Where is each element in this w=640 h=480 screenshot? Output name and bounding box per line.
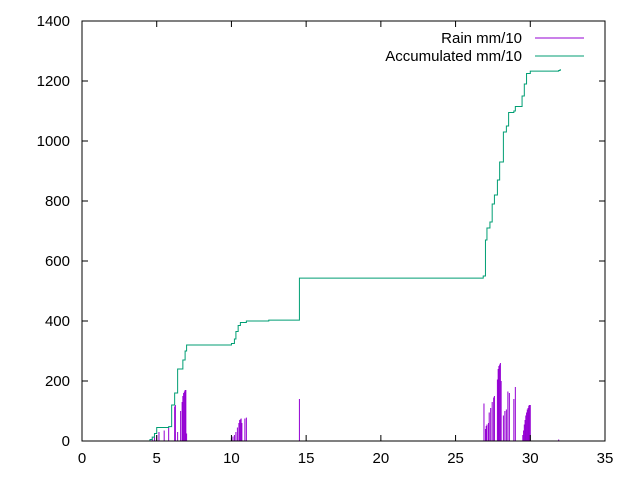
y-tick-label: 200 (45, 373, 70, 390)
x-tick-label: 20 (373, 450, 390, 467)
ticks-layer: 0 5 10 15 20 25 30 35 0 200 400 600 800 1000 1200 1400 (37, 13, 614, 467)
y-tick-label: 1400 (37, 13, 70, 30)
y-tick-label: 800 (45, 193, 70, 210)
y-tick-label: 1200 (37, 73, 70, 90)
legend-label-accumulated: Accumulated mm/10 (385, 48, 522, 65)
series-rain (149, 363, 560, 441)
y-tick-label: 600 (45, 253, 70, 270)
plot-frame (81, 20, 606, 442)
legend-label-rain: Rain mm/10 (441, 30, 522, 47)
x-tick-label: 10 (223, 450, 240, 467)
accumulated-line (149, 69, 561, 442)
y-tick-label: 400 (45, 313, 70, 330)
x-tick-label: 5 (153, 450, 161, 467)
x-tick-label: 30 (522, 450, 539, 467)
x-tick-label: 25 (447, 450, 464, 467)
x-tick-label: 15 (298, 450, 315, 467)
y-tick-label: 0 (62, 433, 70, 450)
x-tick-label: 35 (597, 450, 614, 467)
marks-layer (149, 69, 561, 442)
x-tick-label: 0 (78, 450, 86, 467)
legend: Rain mm/10 Accumulated mm/10 (385, 30, 584, 65)
y-tick-label: 1000 (37, 133, 70, 150)
